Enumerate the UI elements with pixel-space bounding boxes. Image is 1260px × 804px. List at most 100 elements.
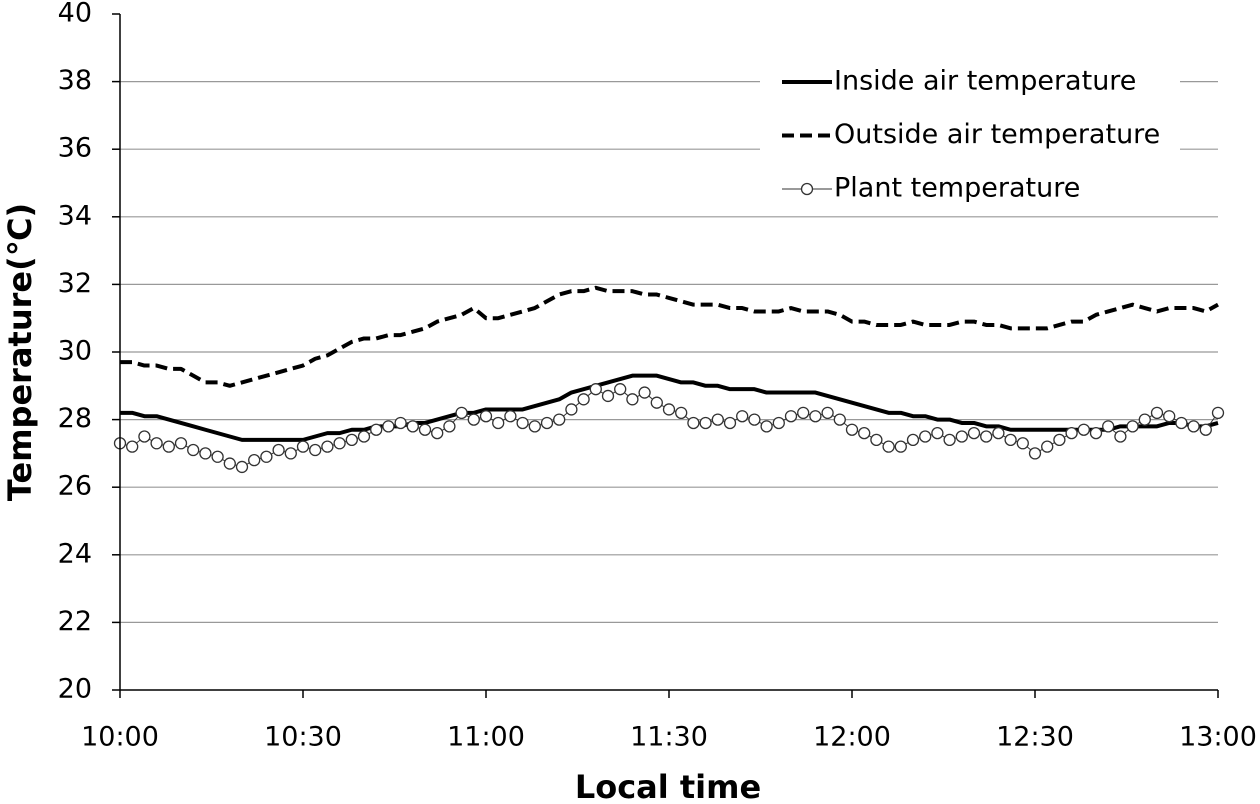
point (321, 440, 334, 453)
plot (113, 285, 1225, 474)
point (943, 433, 956, 447)
point (931, 426, 944, 440)
x-tick-label: 12:30 (996, 722, 1074, 753)
point (662, 403, 676, 416)
y-tick-label: 36 (58, 133, 92, 164)
point (174, 437, 188, 450)
point (992, 426, 1005, 440)
point (223, 457, 236, 470)
point (1016, 437, 1029, 450)
point (650, 396, 663, 409)
point (1065, 426, 1078, 440)
point (284, 447, 297, 460)
series-line (120, 285, 1219, 388)
y-tick-label: 22 (58, 606, 92, 637)
point (1163, 410, 1176, 423)
point (187, 443, 200, 457)
point (1187, 420, 1200, 433)
point (443, 420, 456, 433)
point (748, 413, 761, 426)
point (357, 430, 371, 443)
point (967, 426, 981, 440)
point (333, 437, 346, 450)
y-tick-label: 38 (58, 65, 92, 96)
point (260, 450, 273, 463)
point (845, 423, 859, 436)
point (211, 450, 224, 463)
legend-label: Inside air temperature (834, 66, 1136, 97)
point (272, 443, 285, 457)
point (248, 454, 261, 467)
point (479, 410, 493, 423)
point (1126, 420, 1139, 433)
point (894, 440, 907, 453)
point (980, 430, 993, 443)
series-line (120, 373, 1219, 442)
point (504, 410, 517, 423)
point (162, 440, 175, 453)
point (833, 413, 846, 426)
point (150, 437, 163, 450)
point (1150, 406, 1164, 419)
y-tick-label: 28 (58, 403, 92, 434)
point (1175, 416, 1188, 430)
x-tick-label: 12:00 (813, 722, 891, 753)
point (1053, 433, 1066, 447)
x-tick-label: 11:00 (447, 722, 525, 753)
point (858, 426, 871, 440)
point (919, 430, 932, 443)
point (882, 440, 895, 453)
point (382, 420, 395, 433)
point (455, 406, 468, 419)
point (821, 406, 834, 419)
point (1028, 447, 1042, 460)
point (1077, 423, 1090, 436)
point (1089, 426, 1103, 440)
point (199, 447, 212, 460)
point (1041, 440, 1054, 453)
point (760, 420, 773, 433)
point (516, 416, 529, 430)
point (1199, 423, 1212, 436)
y-tick-label: 34 (58, 200, 92, 231)
x-tick-label: 11:30 (630, 722, 708, 753)
point (492, 416, 505, 430)
point (870, 433, 883, 447)
point (1102, 420, 1115, 433)
y-tick-label: 32 (58, 268, 92, 299)
x-tick-label: 10:00 (81, 722, 159, 753)
point (394, 416, 407, 430)
point (540, 416, 554, 430)
point (565, 403, 578, 416)
point (1138, 413, 1151, 426)
y-tick-label: 40 (58, 0, 92, 29)
point (601, 389, 615, 403)
point (784, 410, 798, 423)
point (309, 443, 322, 457)
x-axis-title: Local time (575, 768, 761, 804)
y-tick-label: 20 (58, 674, 92, 705)
point (589, 383, 602, 396)
point (296, 440, 310, 453)
point (809, 410, 822, 423)
y-tick-label: 26 (58, 471, 92, 502)
point (431, 426, 444, 440)
y-tick-label: 30 (58, 336, 92, 367)
point (1211, 406, 1225, 419)
legend-marker (800, 182, 814, 196)
x-tick-label: 13:00 (1179, 722, 1257, 753)
point (797, 406, 810, 419)
point (723, 416, 737, 430)
point (772, 416, 785, 430)
point (626, 393, 639, 406)
point (687, 416, 700, 430)
point (126, 440, 139, 453)
legend: Inside air temperature Outside air temper… (760, 56, 1180, 216)
point (370, 423, 383, 436)
point (736, 410, 749, 423)
point (528, 420, 541, 433)
point (418, 423, 432, 436)
grid (112, 13, 1219, 698)
x-tick-label: 10:30 (264, 722, 342, 753)
